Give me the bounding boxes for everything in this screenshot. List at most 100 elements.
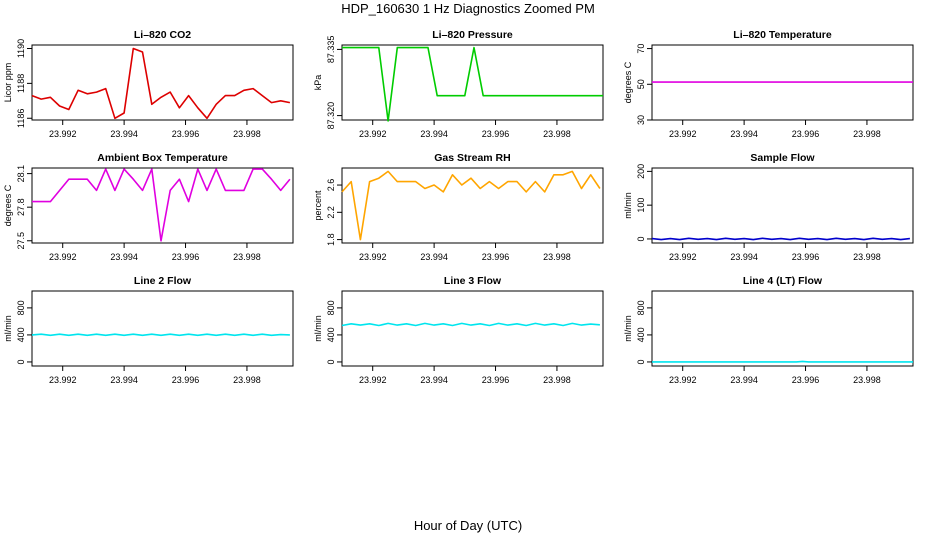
y-axis-label: degrees C xyxy=(623,61,633,103)
y-tick-label: 0 xyxy=(636,359,646,364)
x-tick-label: 23.996 xyxy=(482,375,510,385)
x-tick-label: 23.994 xyxy=(730,375,758,385)
x-tick-label: 23.998 xyxy=(853,129,881,139)
x-tick-label: 23.994 xyxy=(110,129,138,139)
x-tick-label: 23.994 xyxy=(110,252,138,262)
x-tick-label: 23.996 xyxy=(792,129,820,139)
panel-6: Sample Flow 23.992 23.994 23.996 23.998 0 100 2… xyxy=(623,152,914,262)
y-tick-label: 30 xyxy=(636,115,646,125)
x-tick-label: 23.996 xyxy=(792,252,820,262)
y-tick-label: 1186 xyxy=(16,109,26,128)
plot-frame xyxy=(341,290,604,367)
x-tick-label: 23.992 xyxy=(669,375,697,385)
panel-8: Line 3 Flow 23.992 23.994 23.996 23.998 0 400 8… xyxy=(313,275,604,385)
x-tick-label: 23.992 xyxy=(669,252,697,262)
series-line xyxy=(32,168,291,242)
y-tick-label: 800 xyxy=(636,300,646,315)
panel-title: Line 3 Flow xyxy=(444,275,502,287)
x-tick-label: 23.992 xyxy=(49,375,77,385)
panel-title: Line 2 Flow xyxy=(134,275,192,287)
panel-title: Sample Flow xyxy=(750,152,815,164)
x-tick-label: 23.994 xyxy=(730,252,758,262)
x-tick-label: 23.994 xyxy=(110,375,138,385)
x-tick-label: 23.992 xyxy=(359,129,387,139)
y-tick-label: 400 xyxy=(16,327,26,342)
series-line xyxy=(31,333,290,337)
y-tick-label: 28.1 xyxy=(16,165,26,183)
x-tick-label: 23.994 xyxy=(420,129,448,139)
panel-1: Li–820 CO2 23.992 23.994 23.996 23.998 1186 11… xyxy=(3,29,294,139)
y-tick-label: 2.2 xyxy=(326,206,336,219)
x-tick-label: 23.992 xyxy=(49,252,77,262)
x-tick-label: 23.998 xyxy=(543,129,571,139)
x-tick-label: 23.996 xyxy=(482,129,510,139)
x-tick-label: 23.994 xyxy=(730,129,758,139)
x-tick-label: 23.992 xyxy=(49,129,77,139)
y-axis-label: degrees C xyxy=(3,184,13,226)
y-tick-label: 27.5 xyxy=(16,232,26,250)
panel-3: Li–820 Temperature 23.992 23.994 23.996 23.9… xyxy=(623,29,914,139)
y-axis-label: ml/min xyxy=(623,192,633,219)
y-axis-label: percent xyxy=(313,190,323,221)
panel-2: Li–820 Pressure 23.992 23.994 23.996 23.998 8… xyxy=(313,29,604,139)
panel-title: Line 4 (LT) Flow xyxy=(743,275,823,287)
panel-9: Line 4 (LT) Flow 23.992 23.994 23.996 23.998… xyxy=(623,275,914,385)
y-tick-label: 1190 xyxy=(16,39,26,58)
y-tick-label: 0 xyxy=(636,236,646,241)
y-axis-label: ml/min xyxy=(313,315,323,342)
y-tick-label: 2.6 xyxy=(326,179,336,192)
x-tick-label: 23.996 xyxy=(172,129,200,139)
plot-frame xyxy=(31,290,294,367)
y-tick-label: 100 xyxy=(636,198,646,213)
series-line xyxy=(31,47,291,120)
panel-title: Gas Stream RH xyxy=(434,152,510,164)
x-tick-label: 23.992 xyxy=(359,252,387,262)
y-tick-label: 800 xyxy=(326,300,336,315)
y-tick-label: 0 xyxy=(326,359,336,364)
plot-frame xyxy=(651,290,914,367)
x-tick-label: 23.996 xyxy=(792,375,820,385)
main-title: HDP_160630 1 Hz Diagnostics Zoomed PM xyxy=(341,1,595,16)
panel-4: Ambient Box Temperature 23.992 23.994 23.99… xyxy=(3,152,294,262)
x-tick-label: 23.998 xyxy=(543,252,571,262)
panel-5: Gas Stream RH 23.992 23.994 23.996 23.998 1.8… xyxy=(313,152,604,262)
y-axis-label: ml/min xyxy=(623,315,633,342)
y-tick-label: 27.8 xyxy=(16,198,26,216)
x-tick-label: 23.992 xyxy=(669,129,697,139)
x-tick-label: 23.998 xyxy=(543,375,571,385)
y-tick-label: 70 xyxy=(636,44,646,54)
series-line xyxy=(341,170,601,241)
x-tick-label: 23.994 xyxy=(420,252,448,262)
y-tick-label: 50 xyxy=(636,79,646,89)
x-axis-label: Hour of Day (UTC) xyxy=(413,518,523,533)
plot-frame xyxy=(31,167,294,244)
y-tick-label: 1188 xyxy=(16,74,26,93)
series-line xyxy=(341,322,600,327)
panel-title: Li–820 Temperature xyxy=(733,29,832,41)
x-tick-label: 23.998 xyxy=(233,375,261,385)
plot-frame xyxy=(341,167,604,244)
x-tick-label: 23.994 xyxy=(420,375,448,385)
y-tick-label: 0 xyxy=(16,359,26,364)
plot-frame xyxy=(341,44,604,121)
x-tick-label: 23.996 xyxy=(172,252,200,262)
y-tick-label: 87.320 xyxy=(326,102,336,130)
x-tick-label: 23.992 xyxy=(359,375,387,385)
y-tick-label: 87.335 xyxy=(326,36,336,64)
series-line xyxy=(342,46,603,122)
y-tick-label: 1.8 xyxy=(326,233,336,246)
panel-title: Li–820 Pressure xyxy=(432,29,513,41)
x-tick-label: 23.996 xyxy=(172,375,200,385)
x-tick-label: 23.998 xyxy=(233,129,261,139)
y-axis-label: ml/min xyxy=(3,315,13,342)
panel-title: Li–820 CO2 xyxy=(134,29,191,41)
series-line xyxy=(651,237,910,241)
y-tick-label: 400 xyxy=(636,327,646,342)
y-axis-label: kPa xyxy=(313,75,323,91)
y-tick-label: 400 xyxy=(326,327,336,342)
panel-7: Line 2 Flow 23.992 23.994 23.996 23.998 0 400 8… xyxy=(3,275,294,385)
x-tick-label: 23.996 xyxy=(482,252,510,262)
x-tick-label: 23.998 xyxy=(233,252,261,262)
panel-title: Ambient Box Temperature xyxy=(97,152,228,164)
